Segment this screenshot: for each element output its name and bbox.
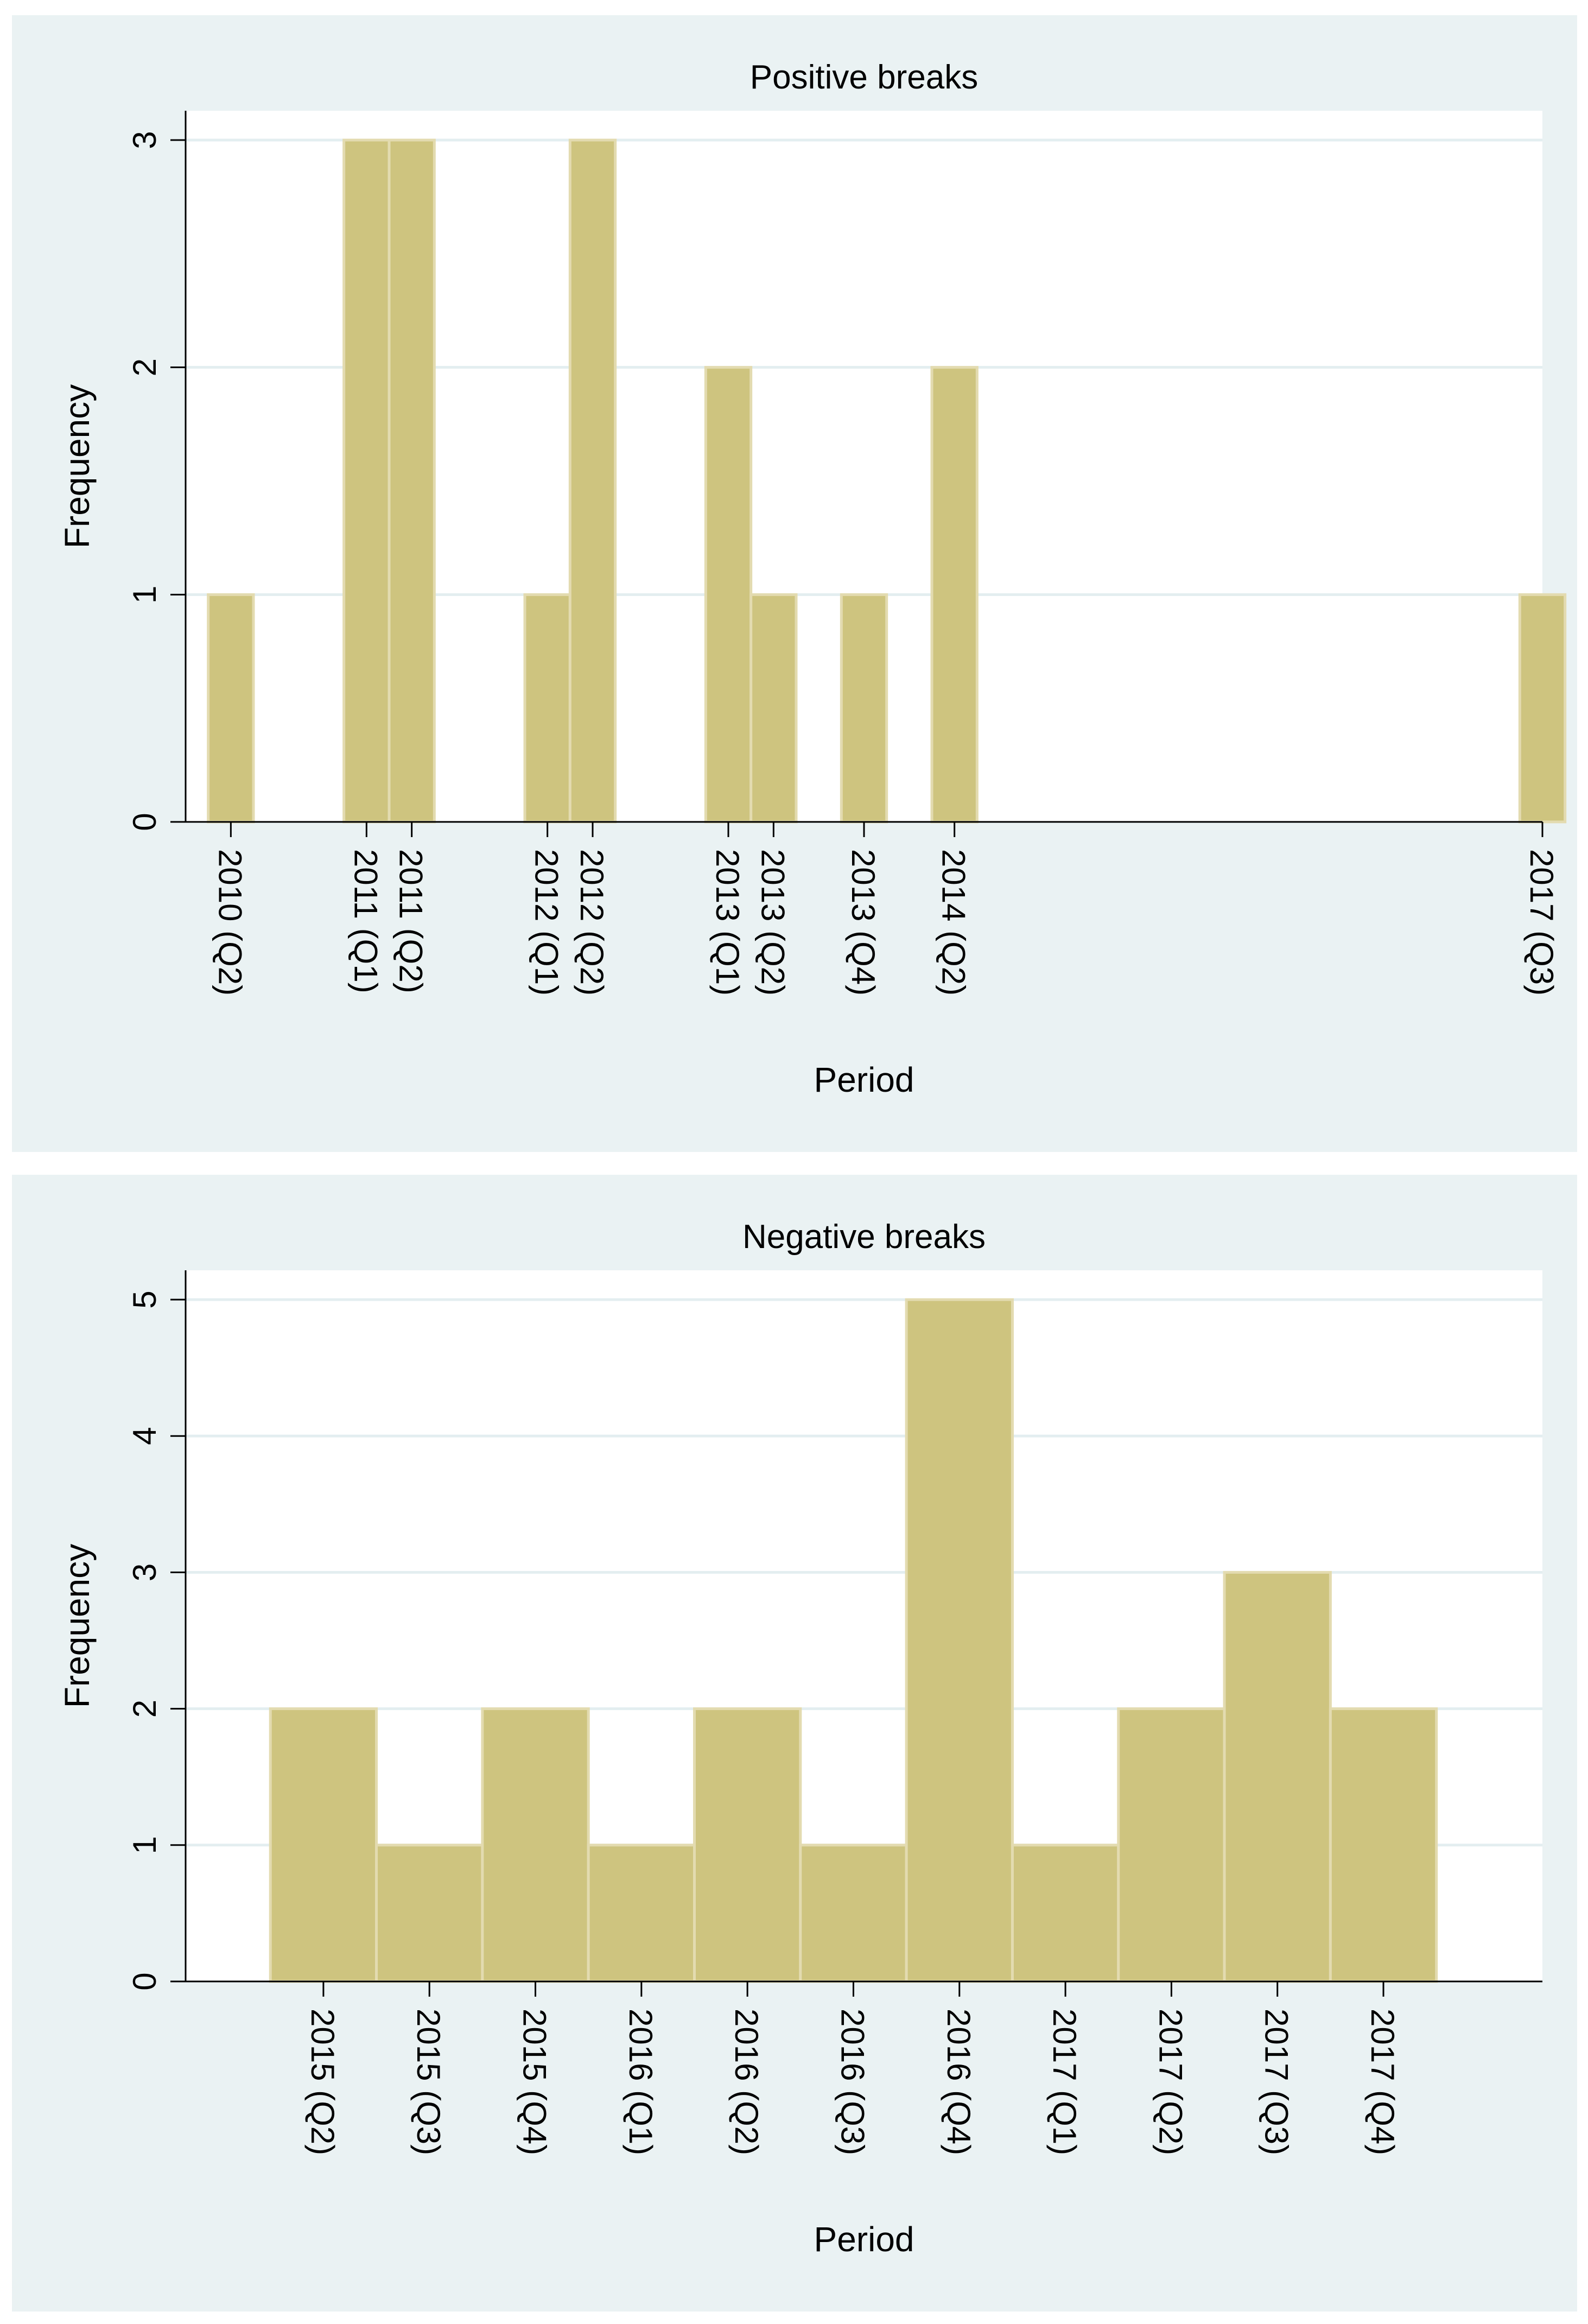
x-tick-label: 2012 (Q2): [574, 849, 610, 996]
bars: [269, 1298, 1438, 1983]
bar: [587, 1844, 696, 1983]
y-tick-label: 4: [126, 1427, 163, 1445]
y-tick-label: 2: [126, 1700, 163, 1718]
y-tick-label: 1: [126, 1836, 163, 1854]
x-tick-label: 2011 (Q2): [393, 849, 429, 993]
x-tick-label: 2013 (Q2): [754, 849, 791, 996]
x-tick-label: 2011 (Q1): [347, 849, 384, 993]
bar: [1223, 1571, 1332, 1983]
bar: [207, 593, 255, 824]
x-tick-label: 2016 (Q2): [728, 2009, 765, 2155]
x-axis-title: Period: [814, 2220, 914, 2259]
bar: [693, 1707, 802, 1983]
y-tick-label: 0: [126, 813, 163, 831]
bars: [207, 138, 1567, 824]
bar: [1117, 1707, 1226, 1983]
y-tick-label: 5: [126, 1290, 163, 1308]
x-tick-label: 2017 (Q2): [1152, 2009, 1189, 2155]
bar: [342, 138, 391, 824]
x-tick-label: 2015 (Q4): [517, 2009, 553, 2155]
y-tick-label: 3: [126, 1563, 163, 1581]
x-tick-label: 2013 (Q4): [845, 849, 881, 996]
x-tick-label: 2017 (Q4): [1364, 2009, 1401, 2155]
bar: [840, 593, 888, 824]
positive-breaks-chart: 0 1 2 3 2010 (Q2) 2011 (Q1) 2011 (Q2) 2012 (Q1…: [58, 59, 1567, 1099]
y-tick-label: 3: [126, 131, 163, 149]
y-axis-title: Frequency: [58, 1544, 97, 1708]
y-tick-label: 2: [126, 358, 163, 376]
bar: [1329, 1707, 1438, 1983]
bar: [799, 1844, 908, 1983]
x-ticks: 2015 (Q2) 2015 (Q3) 2015 (Q4) 2016 (Q1) 2016…: [304, 1981, 1401, 2155]
y-axis-title: Frequency: [58, 384, 97, 548]
bar: [1518, 593, 1567, 824]
x-tick-label: 2017 (Q3): [1523, 849, 1560, 996]
x-tick-label: 2017 (Q1): [1046, 2009, 1083, 2155]
bar: [269, 1707, 378, 1983]
y-ticks: 0 1 2 3: [126, 131, 186, 831]
y-ticks: 0 1 2 3 4 5: [126, 1290, 186, 1991]
bar: [930, 366, 979, 824]
x-tick-label: 2016 (Q1): [623, 2009, 659, 2155]
x-axis-title: Period: [814, 1060, 914, 1099]
bar: [1011, 1844, 1120, 1983]
chart-title: Positive breaks: [750, 59, 978, 96]
x-tick-label: 2012 (Q1): [529, 849, 565, 996]
positive-breaks-panel: 0 1 2 3 2010 (Q2) 2011 (Q1) 2011 (Q2) 2012 (Q1…: [12, 15, 1577, 1152]
bar: [704, 366, 753, 824]
negative-breaks-panel: 0 1 2 3 4 5 2015 (Q2) 2015 (Q3) 2015 (Q4) 2016 (…: [12, 1175, 1577, 2312]
x-tick-label: 2010 (Q2): [212, 849, 248, 996]
bar: [481, 1707, 590, 1983]
bar: [905, 1298, 1014, 1983]
y-tick-label: 0: [126, 1972, 163, 1990]
chart-title: Negative breaks: [742, 1218, 986, 1256]
bar: [568, 138, 617, 824]
x-tick-label: 2016 (Q4): [941, 2009, 977, 2155]
bar: [375, 1844, 484, 1983]
bar: [388, 138, 436, 824]
negative-breaks-chart: 0 1 2 3 4 5 2015 (Q2) 2015 (Q3) 2015 (Q4) 2016 (…: [58, 1218, 1542, 2259]
bar: [749, 593, 798, 824]
y-tick-label: 1: [126, 586, 163, 604]
x-ticks: 2010 (Q2) 2011 (Q1) 2011 (Q2) 2012 (Q1) 2012…: [212, 822, 1560, 996]
x-tick-label: 2015 (Q3): [410, 2009, 447, 2155]
x-tick-label: 2015 (Q2): [304, 2009, 341, 2155]
x-tick-label: 2013 (Q1): [709, 849, 746, 996]
bar: [523, 593, 571, 824]
x-tick-label: 2014 (Q2): [936, 849, 972, 996]
x-tick-label: 2016 (Q3): [834, 2009, 871, 2155]
x-tick-label: 2017 (Q3): [1259, 2009, 1295, 2155]
